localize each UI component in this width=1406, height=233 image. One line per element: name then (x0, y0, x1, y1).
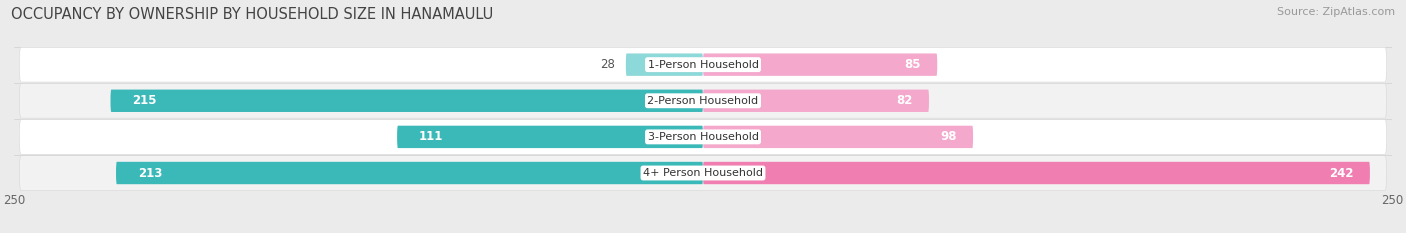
Text: 213: 213 (138, 167, 163, 179)
FancyBboxPatch shape (111, 89, 703, 112)
FancyBboxPatch shape (20, 120, 1386, 154)
FancyBboxPatch shape (20, 47, 1386, 82)
Text: 111: 111 (419, 130, 443, 143)
Text: 215: 215 (132, 94, 157, 107)
FancyBboxPatch shape (117, 162, 703, 184)
FancyBboxPatch shape (703, 89, 929, 112)
FancyBboxPatch shape (20, 156, 1386, 190)
Text: 3-Person Household: 3-Person Household (648, 132, 758, 142)
Text: 85: 85 (904, 58, 921, 71)
Text: 2-Person Household: 2-Person Household (647, 96, 759, 106)
Text: 1-Person Household: 1-Person Household (648, 60, 758, 70)
Text: 82: 82 (896, 94, 912, 107)
Text: 28: 28 (600, 58, 614, 71)
FancyBboxPatch shape (396, 126, 703, 148)
Text: OCCUPANCY BY OWNERSHIP BY HOUSEHOLD SIZE IN HANAMAULU: OCCUPANCY BY OWNERSHIP BY HOUSEHOLD SIZE… (11, 7, 494, 22)
FancyBboxPatch shape (703, 53, 938, 76)
FancyBboxPatch shape (703, 162, 1369, 184)
Text: 242: 242 (1329, 167, 1354, 179)
Text: Source: ZipAtlas.com: Source: ZipAtlas.com (1277, 7, 1395, 17)
FancyBboxPatch shape (703, 126, 973, 148)
Text: 4+ Person Household: 4+ Person Household (643, 168, 763, 178)
Text: 98: 98 (941, 130, 956, 143)
FancyBboxPatch shape (20, 83, 1386, 118)
FancyBboxPatch shape (626, 53, 703, 76)
